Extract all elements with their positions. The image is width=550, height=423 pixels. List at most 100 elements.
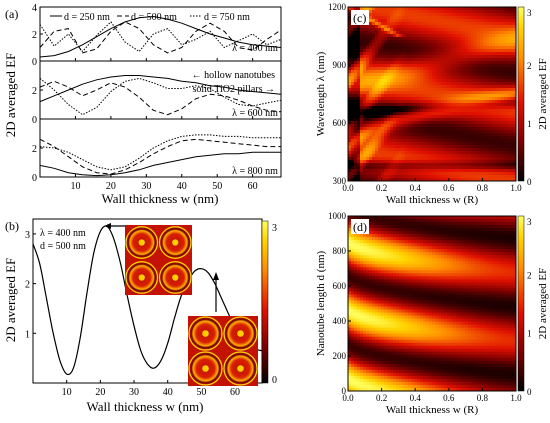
heatmap-cell (459, 136, 463, 140)
heatmap-cell (414, 55, 418, 59)
heatmap-cell (456, 130, 460, 134)
heatmap-cell (381, 121, 385, 125)
heatmap-cell (462, 79, 466, 83)
heatmap-cell (423, 124, 427, 128)
heatmap-cell (423, 163, 427, 167)
heatmap-cell (387, 43, 391, 47)
heatmap-cell (507, 22, 511, 26)
heatmap-cell (363, 297, 367, 302)
heatmap-cell (402, 282, 406, 286)
heatmap-cell (444, 55, 448, 59)
heatmap-cell (363, 127, 367, 131)
heatmap-cell (399, 91, 403, 95)
heatmap-cell (381, 327, 385, 332)
heatmap-cell (435, 118, 439, 122)
heatmap-cell (417, 175, 421, 179)
heatmap-cell (408, 88, 412, 92)
heatmap-cell (354, 348, 358, 353)
heatmap-cell (429, 25, 433, 29)
heatmap-cell (438, 49, 442, 53)
heatmap-cell (417, 115, 421, 119)
heatmap-cell (402, 363, 406, 368)
heatmap-cell (375, 261, 379, 265)
heatmap-cell (465, 100, 469, 104)
heatmap-cell (504, 40, 508, 44)
heatmap-cell (351, 103, 355, 107)
heatmap-cell (381, 321, 385, 326)
heatmap-cell (471, 64, 475, 68)
heatmap-cell (351, 52, 355, 56)
heatmap-cell (396, 240, 400, 244)
heatmap-cell (396, 58, 400, 62)
heatmap-cell (465, 172, 469, 176)
heatmap-cell (417, 315, 421, 320)
heatmap-cell (378, 142, 382, 146)
heatmap-cell (408, 121, 412, 125)
heatmap-cell (498, 43, 502, 47)
heatmap-cell (354, 139, 358, 143)
heatmap-cell (390, 357, 394, 362)
heatmap-cell (381, 297, 385, 302)
heatmap-cell (381, 145, 385, 149)
heatmap-cell (351, 243, 355, 247)
heatmap-cell (507, 85, 511, 89)
heatmap-cell (438, 31, 442, 35)
heatmap-cell (438, 43, 442, 47)
heatmap-cell (405, 61, 409, 65)
heatmap-cell (507, 124, 511, 128)
heatmap-cell (411, 163, 415, 167)
heatmap-cell (363, 64, 367, 68)
heatmap-cell (432, 339, 436, 344)
heatmap-cell (411, 237, 415, 241)
heatmap-cell (411, 97, 415, 101)
heatmap-cell (426, 339, 430, 344)
heatmap-cell (399, 82, 403, 86)
heatmap-cell (387, 163, 391, 167)
heatmap-cell (438, 139, 442, 143)
heatmap-cell (468, 76, 472, 80)
heatmap-cell (375, 336, 379, 341)
heatmap-cell (495, 160, 499, 164)
heatmap-cell (348, 115, 352, 119)
heatmap-cell (375, 25, 379, 29)
heatmap-cell (450, 70, 454, 74)
heatmap-cell (408, 25, 412, 29)
heatmap-cell (393, 234, 397, 238)
heatmap-cell (390, 97, 394, 101)
heatmap-cell (390, 270, 394, 274)
heatmap-cell (387, 106, 391, 110)
heatmap-cell (426, 279, 430, 283)
heatmap-cell (399, 324, 403, 329)
heatmap-cell (477, 100, 481, 104)
heatmap-cell (483, 7, 487, 11)
heatmap-cell (354, 82, 358, 86)
heatmap-cell (351, 303, 355, 308)
heatmap-cell (366, 270, 370, 274)
heatmap-cell (447, 163, 451, 167)
heatmap-cell (405, 106, 409, 110)
heatmap-cell (360, 252, 364, 256)
heatmap-cell (420, 300, 424, 305)
heatmap-cell (402, 237, 406, 241)
heatmap-cell (360, 79, 364, 83)
heatmap-cell (432, 267, 436, 271)
heatmap-cell (495, 124, 499, 128)
heatmap-cell (426, 76, 430, 80)
heatmap-cell (408, 67, 412, 71)
heatmap-cell (510, 109, 514, 113)
heatmap-cell (489, 7, 493, 11)
heatmap-cell (504, 82, 508, 86)
heatmap-cell (453, 7, 457, 11)
heatmap-cell (381, 267, 385, 271)
heatmap-cell (456, 70, 460, 74)
heatmap-cell (399, 151, 403, 155)
heatmap-cell (411, 109, 415, 113)
heatmap-cell (360, 67, 364, 71)
heatmap-cell (390, 70, 394, 74)
heatmap-cell (405, 378, 409, 383)
heatmap-cell (513, 175, 516, 179)
heatmap-cell (507, 157, 511, 161)
heatmap-cell (513, 40, 516, 44)
heatmap-cell (396, 285, 400, 290)
heatmap-cell (489, 109, 493, 113)
